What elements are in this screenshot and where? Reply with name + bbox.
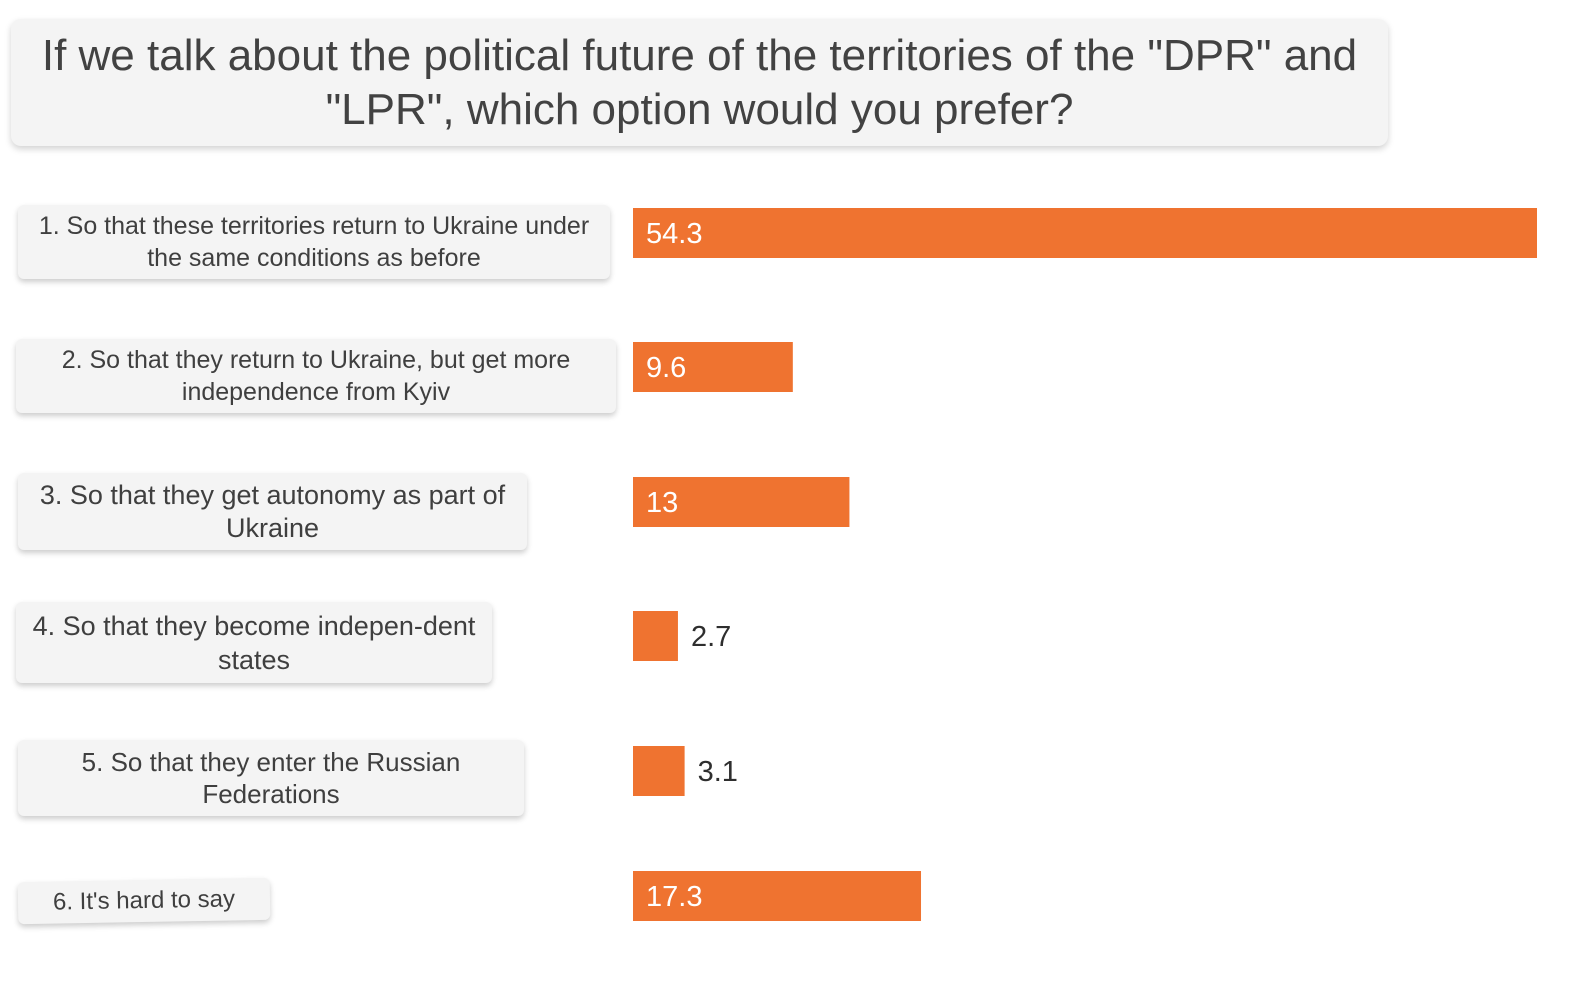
chart-title: If we talk about the political future of… <box>11 19 1388 146</box>
bar-value-label-6: 17.3 <box>646 881 702 913</box>
bar-6 <box>633 871 922 921</box>
category-label-2: 2. So that they return to Ukraine, but g… <box>16 339 616 413</box>
category-label-5: 5. So that they enter the Russian Federa… <box>18 740 524 816</box>
bar-2 <box>633 342 793 392</box>
category-label-3: 3. So that they get autonomy as part of … <box>18 473 527 550</box>
bar-value-label-5: 3.1 <box>698 756 738 788</box>
bar-1 <box>633 208 1537 258</box>
bar-5 <box>633 746 685 796</box>
category-label-4: 4. So that they become indepen-dent stat… <box>16 602 492 683</box>
bar-value-label-1: 54.3 <box>646 218 702 250</box>
bar-4 <box>633 611 678 661</box>
bar-value-label-4: 2.7 <box>691 621 731 653</box>
bar-value-label-3: 13 <box>646 487 678 519</box>
bar-3 <box>633 477 850 527</box>
category-label-1: 1. So that these territories return to U… <box>18 205 610 279</box>
bar-value-label-2: 9.6 <box>646 352 686 384</box>
